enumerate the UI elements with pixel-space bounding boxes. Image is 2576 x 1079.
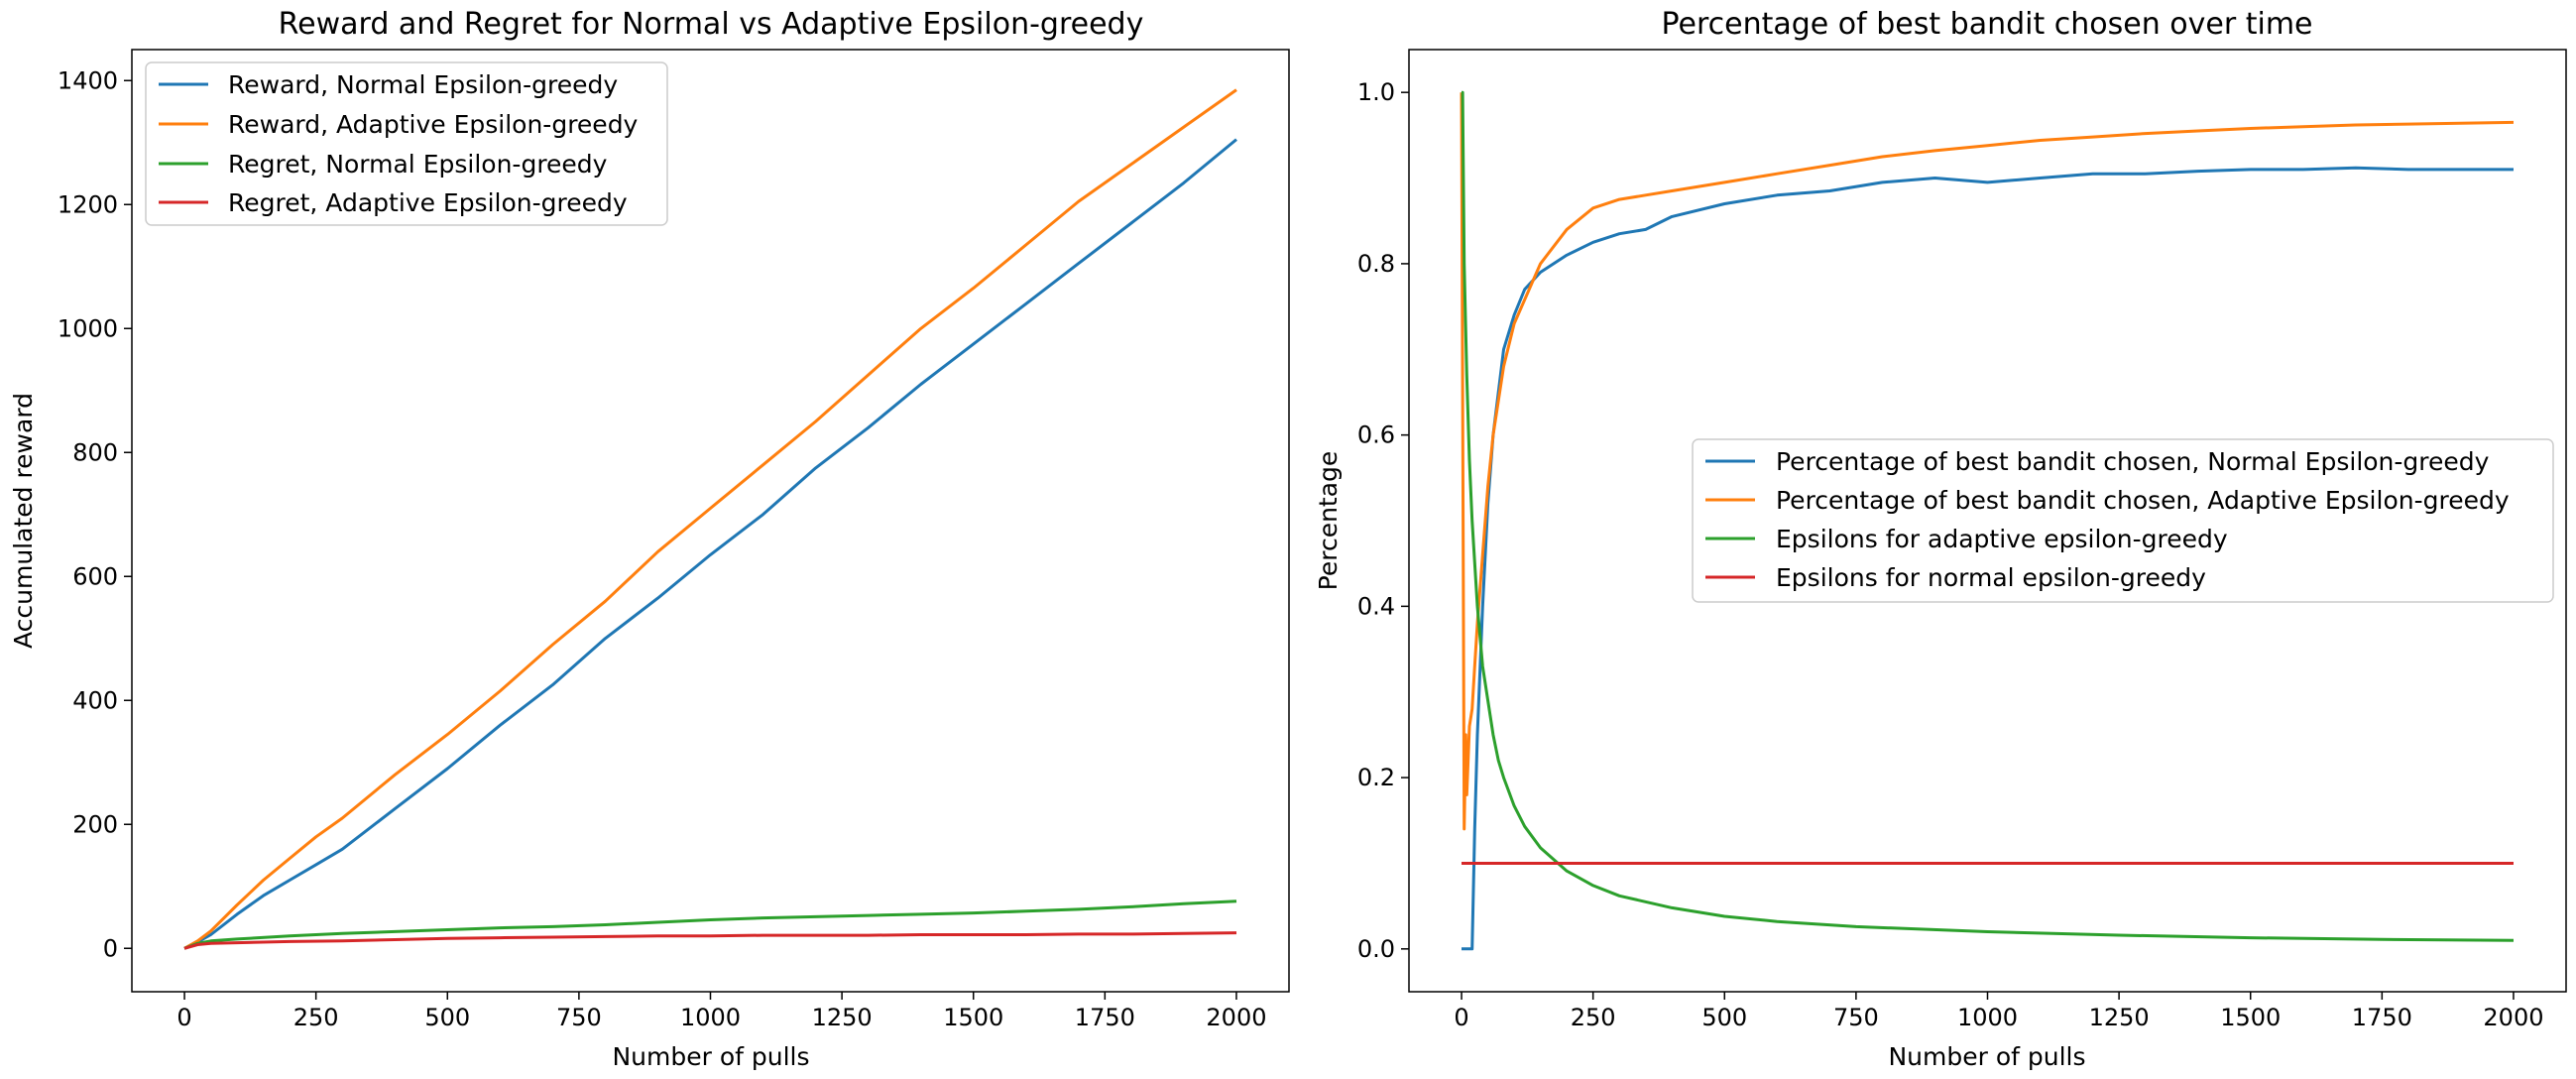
- left-xtick-label: 750: [556, 1004, 602, 1031]
- right-xtick-label: 750: [1833, 1004, 1879, 1031]
- right-chart-xticks: 0 250 500 750 1000 1250 1500 1750 2000: [1454, 992, 2543, 1031]
- right-xtick-label: 1250: [2089, 1004, 2150, 1031]
- left-xtick-label: 0: [176, 1004, 191, 1031]
- right-ytick-label: 0.6: [1357, 421, 1395, 449]
- left-chart-legend: Reward, Normal Epsilon-greedy Reward, Ad…: [145, 61, 668, 226]
- left-xtick-label: 250: [293, 1004, 339, 1031]
- right-series-line-1: [1460, 92, 2515, 831]
- right-legend-label-1: Percentage of best bandit chosen, Adapti…: [1776, 486, 2510, 515]
- left-chart-title: Reward and Regret for Normal vs Adaptive…: [279, 7, 1144, 42]
- right-series-line-0: [1462, 166, 2514, 951]
- left-ytick-label: 400: [72, 686, 118, 714]
- right-legend-label-2: Epsilons for adaptive epsilon-greedy: [1776, 525, 2228, 553]
- right-chart-legend: Percentage of best bandit chosen, Normal…: [1692, 438, 2554, 603]
- right-xtick-label: 2000: [2483, 1004, 2543, 1031]
- left-ytick-label: 1200: [58, 190, 118, 218]
- right-series-line-2: [1461, 90, 2515, 942]
- left-chart-lines: [183, 88, 1237, 950]
- left-ytick-label: 600: [72, 562, 118, 590]
- left-series-line-2: [183, 899, 1237, 950]
- left-chart-xticks: 0 250 500 750 1000 1250 1500 1750 2000: [176, 992, 1266, 1031]
- right-ytick-label: 0.0: [1357, 935, 1395, 963]
- right-chart-xlabel: Number of pulls: [1888, 1042, 2085, 1071]
- right-chart-lines: [1460, 90, 2515, 951]
- left-ytick-label: 800: [72, 438, 118, 466]
- left-chart-ylabel: Accumulated reward: [9, 393, 38, 649]
- right-legend-label-0: Percentage of best bandit chosen, Normal…: [1776, 447, 2490, 476]
- right-xtick-label: 500: [1701, 1004, 1747, 1031]
- right-xtick-label: 1750: [2352, 1004, 2412, 1031]
- left-legend-label-2: Regret, Normal Epsilon-greedy: [228, 150, 608, 179]
- left-series-line-1: [183, 88, 1237, 950]
- right-chart: Percentage of best bandit chosen over ti…: [1314, 7, 2567, 1071]
- left-legend-label-1: Reward, Adaptive Epsilon-greedy: [228, 110, 639, 139]
- left-xtick-label: 1250: [812, 1004, 873, 1031]
- left-chart: Reward and Regret for Normal vs Adaptive…: [9, 7, 1290, 1071]
- left-ytick-label: 0: [103, 934, 118, 962]
- left-series-line-3: [183, 931, 1237, 950]
- right-chart-title: Percentage of best bandit chosen over ti…: [1661, 7, 2312, 42]
- left-legend-label-0: Reward, Normal Epsilon-greedy: [228, 70, 618, 99]
- left-chart-yticks: 0 200 400 600 800 1000 1200 1400: [58, 66, 132, 962]
- right-xtick-label: 0: [1454, 1004, 1468, 1031]
- left-legend-box: [145, 61, 668, 226]
- left-ytick-label: 1400: [58, 66, 118, 94]
- right-ytick-label: 0.8: [1357, 250, 1395, 278]
- left-xtick-label: 500: [424, 1004, 470, 1031]
- left-ytick-label: 1000: [58, 314, 118, 342]
- right-ytick-label: 0.2: [1357, 764, 1395, 791]
- left-xtick-label: 1000: [680, 1004, 741, 1031]
- left-legend-label-3: Regret, Adaptive Epsilon-greedy: [228, 188, 628, 217]
- right-xtick-label: 1000: [1957, 1004, 2018, 1031]
- right-xtick-label: 1500: [2220, 1004, 2281, 1031]
- left-series-line-0: [183, 138, 1237, 950]
- left-xtick-label: 1500: [943, 1004, 1003, 1031]
- right-legend-box: [1692, 438, 2554, 603]
- left-ytick-label: 200: [72, 810, 118, 838]
- left-chart-xlabel: Number of pulls: [612, 1042, 809, 1071]
- left-xtick-label: 1750: [1075, 1004, 1135, 1031]
- right-xtick-label: 250: [1571, 1004, 1616, 1031]
- right-ytick-label: 0.4: [1357, 592, 1395, 620]
- left-xtick-label: 2000: [1206, 1004, 1266, 1031]
- right-chart-ylabel: Percentage: [1314, 451, 1343, 591]
- right-legend-label-3: Epsilons for normal epsilon-greedy: [1776, 563, 2206, 592]
- right-ytick-label: 1.0: [1357, 78, 1395, 106]
- right-chart-yticks: 0.0 0.2 0.4 0.6 0.8 1.0: [1357, 78, 1409, 963]
